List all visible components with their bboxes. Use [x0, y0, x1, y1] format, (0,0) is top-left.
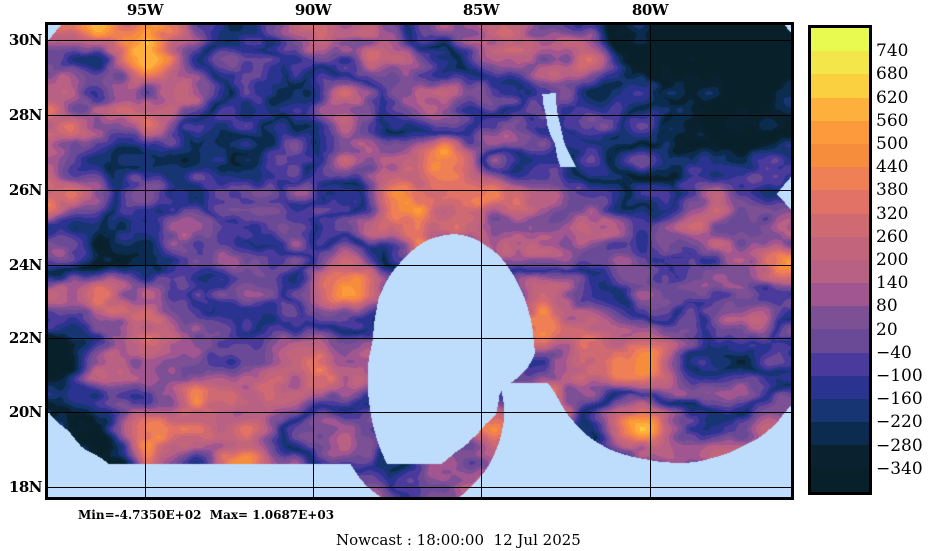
- lon-tick-label: 80W: [631, 1, 669, 19]
- colorbar-tick-label: 200: [876, 250, 909, 270]
- colorbar-tick-label: 320: [876, 203, 909, 224]
- colorbar-tick-label: −100: [876, 366, 923, 386]
- colorbar-tick-label: 680: [876, 64, 909, 85]
- colorbar-band: [811, 236, 869, 260]
- longitude-axis: 95W 90W 85W 80W: [0, 0, 933, 22]
- colorbar-band: [811, 74, 869, 98]
- colorbar-band: [811, 399, 869, 423]
- colorbar-band: [811, 422, 869, 446]
- colorbar-tick-label: 380: [876, 180, 909, 201]
- colorbar-tick-label: 620: [876, 87, 909, 108]
- minmax-statistics: Min=-4.7350E+02 Max= 1.0687E+03: [78, 508, 335, 522]
- colorbar-band: [811, 120, 869, 144]
- colorbar-band: [811, 468, 869, 492]
- colorbar-tick-label: 440: [876, 157, 909, 178]
- colorbar-labels: 740 680 620 560 500 440 380 320 260 200 140 80 20 −40…: [876, 25, 933, 495]
- colorbar-tick-label: −340: [876, 458, 923, 479]
- colorbar-tick-label: −220: [876, 412, 923, 433]
- lat-tick-label: 18N: [8, 478, 43, 496]
- lon-tick-label: 85W: [462, 1, 500, 19]
- colorbar-tick-label: 560: [876, 110, 909, 131]
- colorbar-tick-label: 740: [876, 41, 909, 62]
- colorbar-band: [811, 190, 869, 214]
- lat-tick-label: 20N: [8, 403, 43, 421]
- colorbar-band: [811, 213, 869, 237]
- colorbar-band: [811, 445, 869, 469]
- colorbar-tick-label: 140: [876, 273, 909, 294]
- lat-tick-label: 28N: [8, 106, 43, 124]
- colorbar-tick-label: −40: [876, 342, 912, 363]
- latitude-axis: 30N 28N 26N 24N 22N 20N 18N: [0, 0, 45, 551]
- lat-tick-label: 26N: [8, 181, 43, 199]
- colorbar-band: [811, 375, 869, 399]
- colorbar-tick-label: 20: [876, 319, 898, 340]
- lat-tick-label: 24N: [8, 256, 43, 274]
- colorbar-band: [811, 259, 869, 284]
- colorbar-band: [811, 352, 869, 376]
- colorbar-band: [811, 51, 869, 75]
- colorbar-tick-label: 80: [876, 296, 898, 317]
- colorbar-tick-label: −280: [876, 435, 923, 456]
- colorbar: [808, 25, 872, 495]
- colorbar-band: [811, 28, 869, 52]
- colorbar-band: [811, 167, 869, 191]
- lat-tick-label: 30N: [8, 31, 43, 49]
- lon-tick-label: 95W: [126, 1, 164, 19]
- map-panel[interactable]: [45, 22, 794, 500]
- colorbar-tick-label: 500: [876, 134, 909, 154]
- colorbar-band: [811, 143, 869, 168]
- lon-tick-label: 90W: [294, 1, 332, 19]
- lat-tick-label: 22N: [8, 329, 43, 347]
- colorbar-band: [811, 97, 869, 121]
- heatmap-field: [48, 25, 791, 497]
- colorbar-tick-label: −160: [876, 389, 923, 410]
- colorbar-band: [811, 306, 869, 330]
- nowcast-caption: Nowcast : 18:00:00 12 Jul 2025: [336, 531, 581, 549]
- colorbar-band: [811, 329, 869, 353]
- colorbar-tick-label: 260: [876, 226, 909, 247]
- colorbar-band: [811, 283, 869, 307]
